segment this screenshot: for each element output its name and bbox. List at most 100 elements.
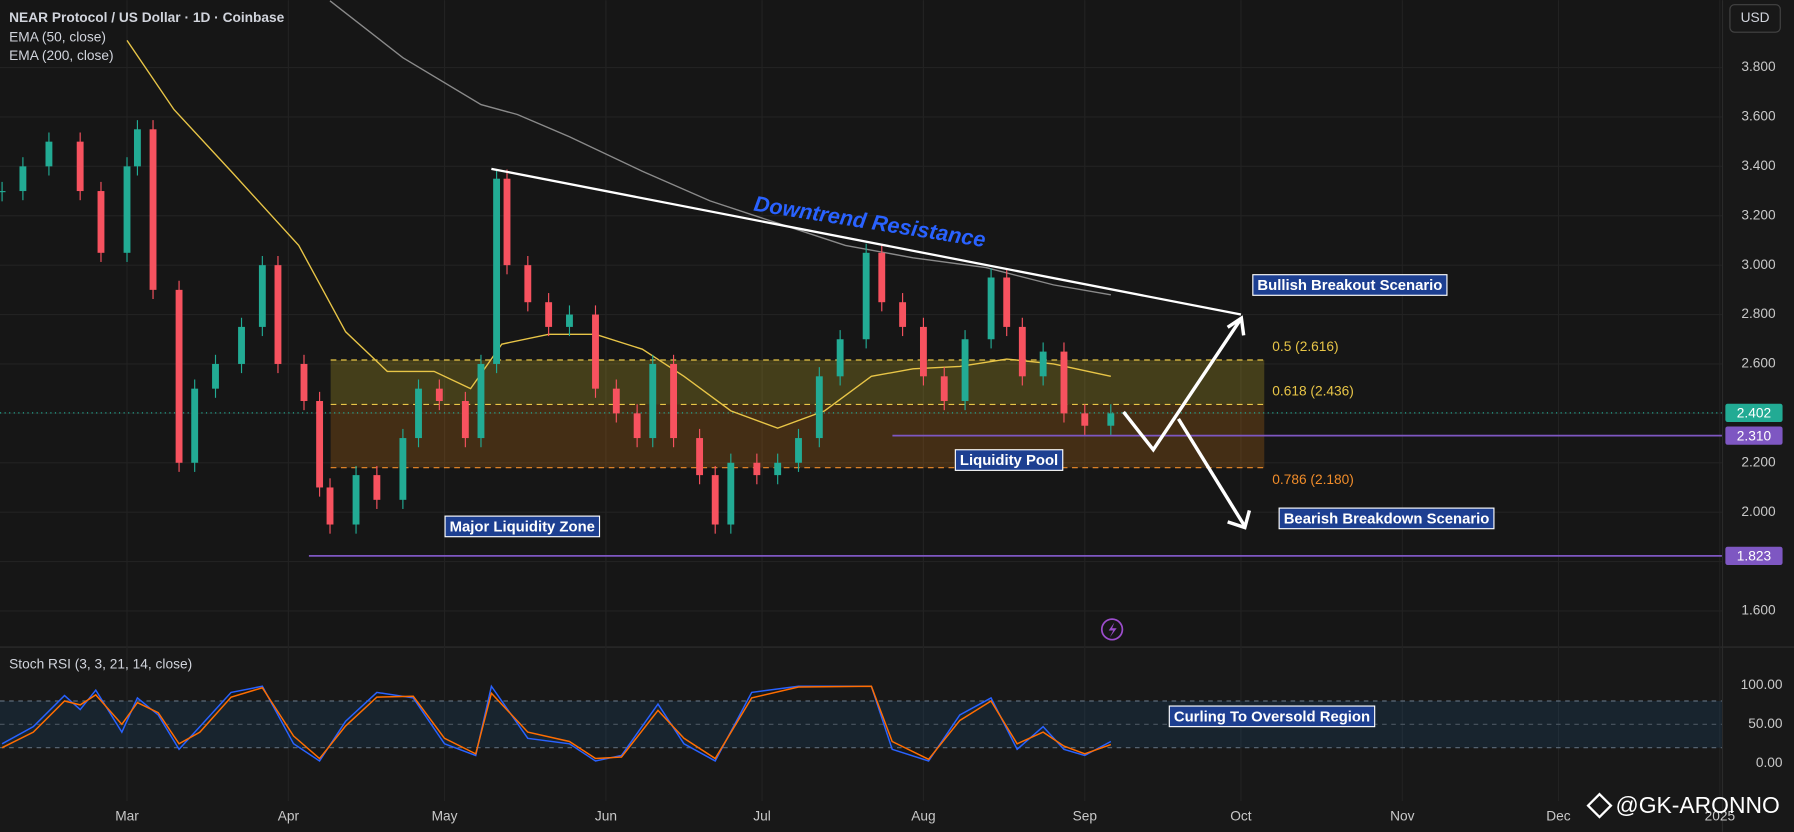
candle [316,401,324,488]
candle [1060,351,1068,414]
y-tick-label: 3.600 [1741,109,1776,124]
y-tick-label: 2.600 [1741,356,1776,371]
candle [258,265,266,327]
candle [274,265,282,364]
x-tick-label: Jul [753,809,771,824]
candle [566,314,573,327]
candle [1081,413,1089,426]
level-label-bg [1725,546,1783,566]
level-label: 2.310 [1737,428,1772,443]
candle [399,438,407,500]
trendline [491,167,1242,316]
candle [753,462,761,476]
bullish-arrowhead [1226,315,1246,336]
y-tick-label: 2.200 [1741,454,1776,469]
annotation-box [954,449,1064,471]
candle [175,289,183,463]
candle [545,302,553,327]
last-price-label: 2.402 [1737,406,1771,421]
fib-label: 0.786 (2.180) [1272,472,1354,487]
candle [435,388,443,402]
y-tick-label: 2.000 [1741,504,1776,519]
candle [1107,413,1115,426]
candle [0,191,6,193]
y-tick-label: 3.200 [1741,207,1776,222]
candle [696,438,704,476]
candle [212,363,219,389]
candle [97,191,105,253]
watermark-logo [1586,792,1613,819]
candle [123,166,131,253]
level-label-bg [1725,426,1783,445]
bullish-arrow [1122,317,1243,453]
annotation-box [444,515,601,538]
annotation: Bearish Breakdown Scenario [1284,511,1490,527]
annotation: Bullish Breakout Scenario [1257,278,1442,294]
candle [727,462,735,525]
price-pane [0,0,1722,646]
candle [300,363,308,402]
x-tick-label: May [432,809,458,824]
currency-label[interactable]: USD [1741,10,1770,25]
fib-label: 0.618 (2.436) [1272,384,1354,399]
annotation-box [1252,274,1448,296]
candle [670,363,678,439]
ema50-legend: EMA (50, close) [9,29,106,44]
candle [373,475,381,500]
stoch-line [1,684,1112,762]
fib-zone-upper [330,360,1265,405]
candle [836,339,844,377]
annotation: Liquidity Pool [960,453,1058,469]
annotation-box [1278,507,1495,530]
bearish-arrowhead [1227,509,1252,530]
alert-icon[interactable] [1100,618,1124,641]
candle [326,487,334,525]
x-tick-label: Sep [1073,809,1098,824]
ema-line [126,39,1111,429]
alert-bolt [1108,622,1117,638]
candle [987,277,995,340]
stoch-tick-label: 50.00 [1748,716,1783,731]
y-tick-label: 3.800 [1741,59,1776,74]
last-price-label-bg [1725,403,1783,423]
level-label: 1.823 [1737,549,1772,564]
y-tick-label: 1.600 [1741,603,1776,618]
bearish-arrow [1176,417,1247,528]
candle [45,141,53,167]
candle [415,388,422,439]
y-tick-label: 3.000 [1741,257,1776,272]
candle [899,302,907,327]
symbol-title: NEAR Protocol / US Dollar · 1D · Coinbas… [9,10,285,25]
candle [524,265,532,303]
y-tick-label: 3.400 [1741,158,1776,173]
candle [477,363,485,439]
x-tick-label: Aug [911,809,935,824]
candle [461,401,469,439]
candle [633,413,641,439]
annotation-box [1168,705,1376,728]
candle [774,462,782,476]
annotation: Curling To Oversold Region [1174,709,1370,725]
candle [711,475,719,525]
candle [352,475,360,525]
ema-line [329,0,1111,296]
watermark: @GK-ARONNO [1616,792,1780,818]
candle [19,166,27,192]
candle [878,252,886,303]
candle [862,252,870,340]
x-tick-label: Nov [1390,809,1415,824]
candle [795,438,802,463]
candle [815,376,823,439]
candle [940,376,948,402]
candle [503,178,511,266]
x-tick-label: Jun [595,809,617,824]
stoch-tick-label: 100.00 [1741,677,1783,692]
stoch-line [1,685,1112,761]
y-tick-label: 2.800 [1741,306,1776,321]
candle [493,178,501,364]
candle [592,314,599,389]
currency-button[interactable] [1729,4,1781,33]
stoch-tick-label: 0.00 [1756,755,1783,770]
